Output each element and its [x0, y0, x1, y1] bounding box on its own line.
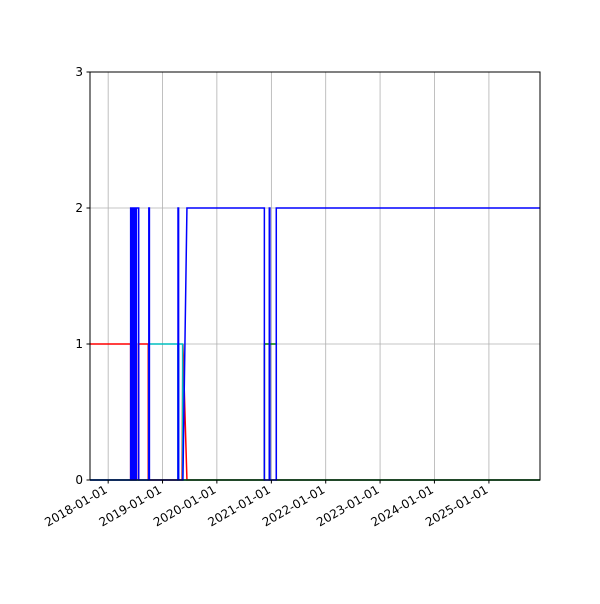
plot-frame [89, 71, 541, 481]
x-axis: 2018-01-012019-01-012020-01-012021-01-01… [42, 480, 490, 529]
y-tick-label: 0 [75, 473, 83, 487]
y-tick-label: 1 [75, 337, 83, 351]
y-tick-label: 3 [75, 65, 83, 79]
y-axis: 0 1 2 3 [75, 65, 90, 487]
y-tick-label: 2 [75, 201, 83, 215]
x-tick-label: 2025-01-01 [423, 482, 490, 529]
grid [90, 71, 540, 481]
series-line-0 [90, 343, 540, 481]
series-line-2 [90, 343, 540, 481]
series-line-1 [90, 343, 540, 481]
series-line-3 [90, 207, 540, 481]
